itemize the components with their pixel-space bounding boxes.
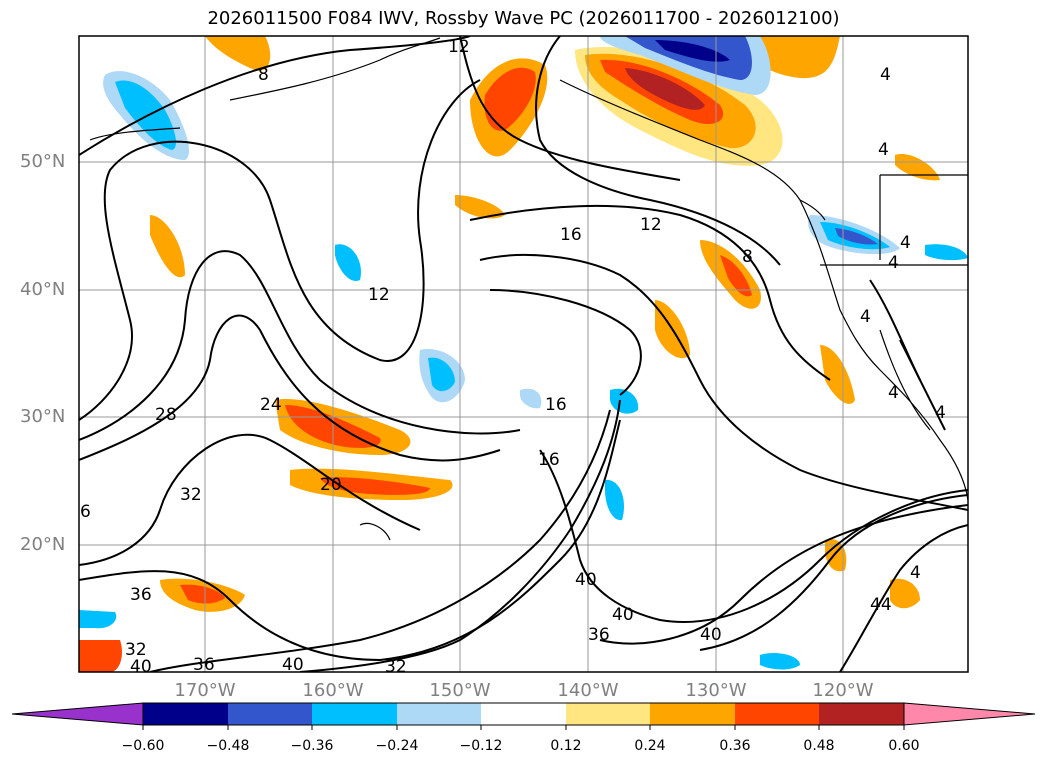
colorbar-extend-low (11, 702, 144, 726)
anomaly-positive-corner (79, 640, 122, 672)
contour-label: 4 (888, 383, 899, 403)
colorbar-bin (312, 703, 397, 725)
contour-label: 40 (130, 657, 152, 677)
lon-label-130w: 130°W (685, 680, 747, 701)
map-title: 2026011500 F084 IWV, Rossby Wave PC (202… (207, 8, 840, 29)
colorbar-bin (735, 703, 819, 725)
anomaly-positive-sw-core (180, 584, 225, 604)
colorbar-bin (143, 703, 228, 725)
contour-label: 28 (155, 405, 177, 425)
anomaly-positive-small3 (895, 154, 940, 181)
contour-label: 40 (700, 625, 722, 645)
lon-label-160w: 160°W (302, 680, 364, 701)
contour-label: 4 (880, 65, 891, 85)
anomaly-positive-small2 (455, 195, 505, 219)
anomaly-negative-bottom (760, 653, 800, 670)
contour-label: 36 (588, 625, 610, 645)
anomaly-positive-nw (205, 36, 271, 71)
lat-label-20n: 20°N (20, 534, 66, 555)
graticule (79, 36, 968, 672)
colorbar-tick-label: 0.36 (719, 738, 751, 754)
lat-label-50n: 50°N (20, 151, 66, 172)
colorbar-bin (566, 703, 650, 725)
colorbar-tick-label: −0.12 (459, 738, 503, 754)
contour-label: 32 (385, 657, 407, 677)
colorbar-bin (228, 703, 312, 725)
lon-label-120w: 120°W (812, 680, 874, 701)
colorbar-tick-label: −0.48 (206, 738, 250, 754)
contour-label: 8 (258, 65, 269, 85)
contour-label: 40 (612, 605, 634, 625)
contour-label: 40 (575, 570, 597, 590)
anomaly-negative-top-core (625, 36, 752, 80)
anomaly-negative-dot1 (610, 388, 639, 414)
lon-label-150w: 150°W (429, 680, 491, 701)
colorbar-extend-high (903, 702, 1036, 726)
colorbar-tick-label: −0.60 (121, 738, 165, 754)
contour-label: 4 (878, 140, 889, 160)
contour-label: 36 (193, 655, 215, 675)
lon-label-140w: 140°W (557, 680, 619, 701)
colorbar-outline (142, 702, 905, 726)
contour-label: 16 (560, 225, 582, 245)
anomaly-negative-nw-core (115, 80, 176, 150)
contour-label: 44 (870, 595, 892, 615)
colorbar-bin (650, 703, 735, 725)
colorbar-tick-label: −0.36 (290, 738, 334, 754)
contour-label: 36 (130, 585, 152, 605)
colorbar-bin (481, 703, 566, 725)
contour-label: 32 (125, 640, 147, 660)
colorbar-tick-label: 0.24 (634, 738, 666, 754)
anomaly-positive-alaska-peak (625, 68, 705, 110)
lon-label-170w: 170°W (174, 680, 236, 701)
contour-label: 4 (910, 563, 921, 583)
anomaly-negative-corner (79, 610, 117, 629)
anomaly-positive-baja (820, 345, 855, 404)
colorbar-tick-label: −0.24 (375, 738, 419, 754)
colorbar-bin (397, 703, 481, 725)
anomaly-negative-ne-max (835, 228, 878, 245)
contour-label: 6 (80, 502, 91, 522)
map-frame (78, 35, 969, 673)
anomaly-positive-ak-left-core (484, 67, 536, 131)
contour-label: 12 (640, 215, 662, 235)
anomaly-negative-dot3 (520, 388, 542, 409)
anomaly-negative-dot2 (605, 479, 625, 521)
contour-label: 12 (368, 285, 390, 305)
anomaly-negative-center (335, 244, 361, 281)
colorbar-tick-label: 0.48 (803, 738, 835, 754)
colorbar-tick-label: 0.12 (550, 738, 582, 754)
lat-label-40n: 40°N (20, 279, 66, 300)
iwv-contours (79, 36, 968, 672)
contour-label: 4 (888, 253, 899, 273)
anomaly-positive-small1 (150, 215, 185, 278)
contour-label: 8 (742, 247, 753, 267)
contour-labels: 12 16 12 8 12 28 24 16 16 32 20 6 36 32 … (80, 37, 946, 677)
contour-label: 32 (180, 485, 202, 505)
anomaly-positive-coast-core (720, 255, 752, 297)
contour-label: 16 (545, 395, 567, 415)
contour-label: 24 (260, 395, 282, 415)
lat-label-30n: 30°N (20, 406, 66, 427)
colorbar-bin (819, 703, 904, 725)
anomaly-negative-right (925, 244, 968, 261)
anomaly-positive-se (890, 578, 920, 609)
contour-label: 16 (538, 450, 560, 470)
contour-label: 4 (935, 403, 946, 423)
colorbar-tick-label: 0.60 (888, 738, 920, 754)
contour-label: 4 (860, 307, 871, 327)
colorbar (11, 702, 1036, 730)
contour-label: 12 (448, 37, 470, 57)
anomaly-negative-mid-core (428, 357, 455, 392)
contour-label: 40 (282, 655, 304, 675)
anomaly-negative-top-max (655, 40, 730, 62)
contour-label: 4 (900, 233, 911, 253)
contour-label: 20 (320, 475, 342, 495)
coastlines (89, 37, 968, 541)
